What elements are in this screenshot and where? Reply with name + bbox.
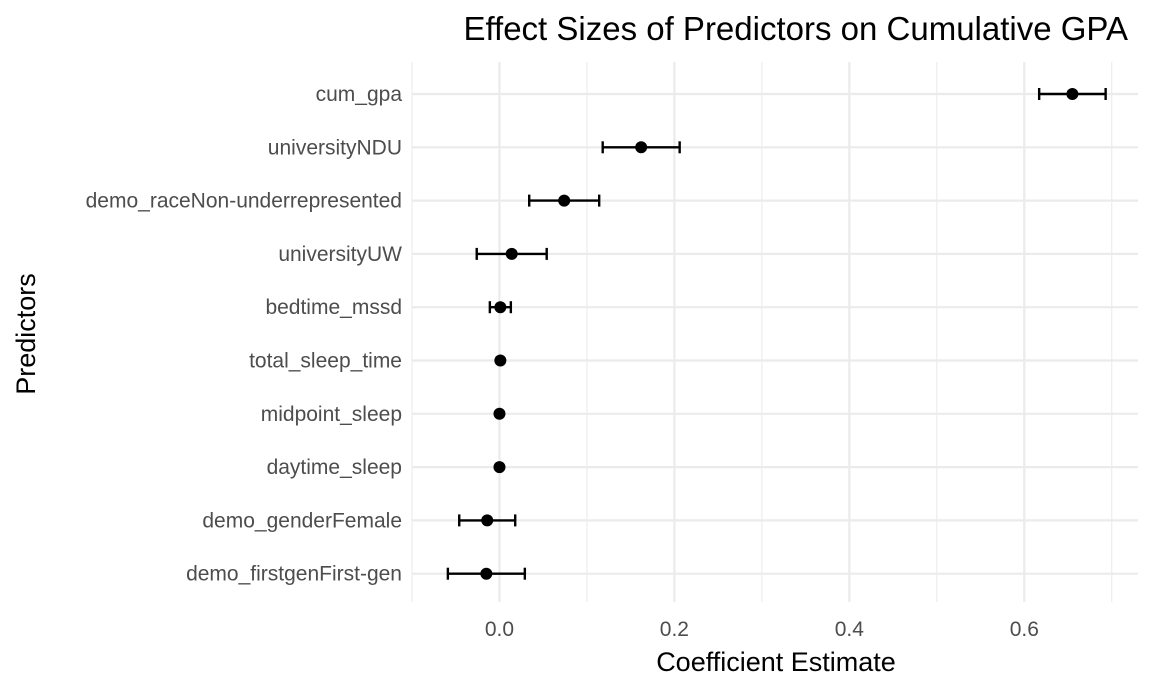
estimate-point: [494, 354, 507, 367]
y-tick-label: total_sleep_time: [249, 350, 402, 373]
y-tick-label: cum_gpa: [316, 83, 403, 106]
y-tick-labels: cum_gpa universityNDU demo_raceNon-underre…: [86, 83, 403, 586]
y-tick-label: demo_firstgenFirst-gen: [186, 563, 402, 586]
x-tick-label: 0.0: [485, 618, 514, 641]
estimate-point: [505, 247, 518, 260]
y-tick-label: universityUW: [278, 243, 402, 266]
estimate-point: [480, 567, 493, 580]
estimate-point: [493, 407, 506, 420]
estimate-point: [493, 461, 506, 474]
estimate-point: [635, 141, 648, 154]
x-tick-label: 0.2: [660, 618, 689, 641]
estimate-point: [558, 194, 571, 207]
x-tick-labels: 0.0 0.2 0.4 0.6: [485, 618, 1039, 641]
points: [480, 88, 1079, 580]
chart-title: Effect Sizes of Predictors on Cumulative…: [463, 10, 1128, 47]
y-tick-label: universityNDU: [268, 136, 402, 159]
grid: [411, 62, 1138, 602]
y-axis-title: Predictors: [11, 273, 41, 395]
error-bars: [446, 88, 1107, 580]
estimate-point: [494, 301, 507, 314]
y-tick-label: bedtime_mssd: [265, 296, 402, 319]
y-tick-label: demo_raceNon-underrepresented: [86, 190, 402, 213]
x-tick-label: 0.6: [1010, 618, 1039, 641]
estimate-point: [481, 514, 494, 527]
y-tick-label: midpoint_sleep: [261, 403, 402, 426]
y-tick-label: daytime_sleep: [267, 456, 402, 479]
estimate-point: [1066, 88, 1079, 100]
y-tick-label: demo_genderFemale: [202, 509, 402, 532]
x-tick-label: 0.4: [835, 618, 865, 641]
x-axis-title: Coefficient Estimate: [656, 647, 896, 677]
